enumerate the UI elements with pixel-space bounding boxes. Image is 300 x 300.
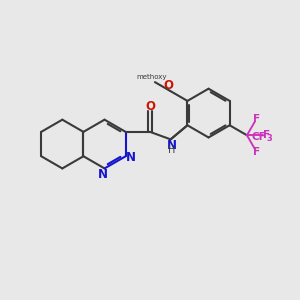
Text: O: O xyxy=(145,100,155,112)
Text: F: F xyxy=(263,130,270,140)
Text: N: N xyxy=(126,151,136,164)
Text: 3: 3 xyxy=(266,134,272,143)
Text: CF: CF xyxy=(251,132,266,142)
Text: O: O xyxy=(163,80,173,92)
Text: N: N xyxy=(98,168,108,181)
Text: methoxy: methoxy xyxy=(136,74,167,80)
Text: N: N xyxy=(167,139,177,152)
Text: F: F xyxy=(254,147,260,157)
Text: F: F xyxy=(254,115,260,124)
Text: H: H xyxy=(168,146,176,155)
